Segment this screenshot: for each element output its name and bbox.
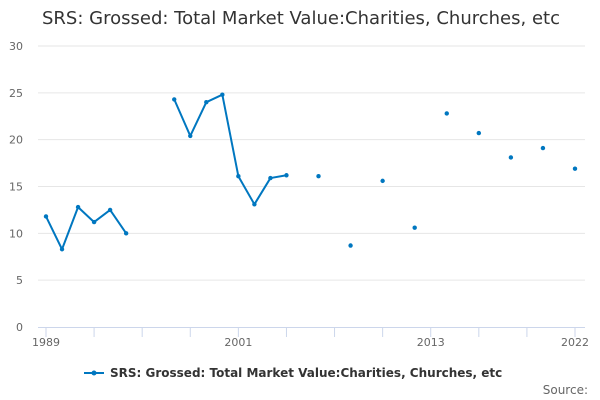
- legend-line-marker: [84, 370, 104, 376]
- y-tick-label: 10: [9, 227, 23, 240]
- y-tick-label: 25: [9, 87, 23, 100]
- legend-label: SRS: Grossed: Total Market Value:Chariti…: [110, 366, 503, 380]
- x-tick-label: 1989: [32, 336, 60, 349]
- chart-title: SRS: Grossed: Total Market Value:Chariti…: [42, 8, 560, 29]
- y-tick-label: 5: [16, 274, 23, 287]
- data-point: [188, 133, 193, 139]
- source-label: Source:: [542, 383, 588, 397]
- data-point: [172, 97, 177, 102]
- series-line: [45, 206, 127, 251]
- data-point: [572, 166, 578, 171]
- data-point: [107, 207, 113, 213]
- x-tick-label: 2001: [224, 336, 252, 349]
- data-point: [316, 173, 321, 179]
- data-point: [220, 92, 225, 97]
- series-line: [173, 93, 287, 206]
- data-point: [412, 225, 417, 230]
- data-point: [91, 219, 97, 225]
- x-tick-label: 2013: [417, 336, 445, 349]
- data-point: [252, 202, 257, 207]
- y-tick-label: 20: [9, 134, 23, 147]
- data-point: [540, 145, 546, 151]
- data-point: [268, 175, 273, 181]
- data-point: [204, 100, 209, 105]
- data-point: [43, 214, 49, 219]
- data-point: [444, 111, 449, 116]
- data-point: [59, 247, 65, 252]
- data-point: [348, 243, 353, 248]
- x-tick-label: 2022: [561, 336, 589, 349]
- data-point: [236, 173, 241, 179]
- y-tick-label: 30: [9, 40, 23, 53]
- data-point: [75, 204, 81, 210]
- data-point: [123, 231, 129, 236]
- legend[interactable]: SRS: Grossed: Total Market Value:Chariti…: [84, 366, 502, 380]
- y-tick-label: 15: [9, 181, 23, 194]
- data-point: [476, 130, 482, 136]
- data-point: [380, 178, 385, 184]
- data-point: [284, 173, 289, 178]
- data-point: [508, 155, 514, 160]
- y-tick-label: 0: [16, 321, 23, 334]
